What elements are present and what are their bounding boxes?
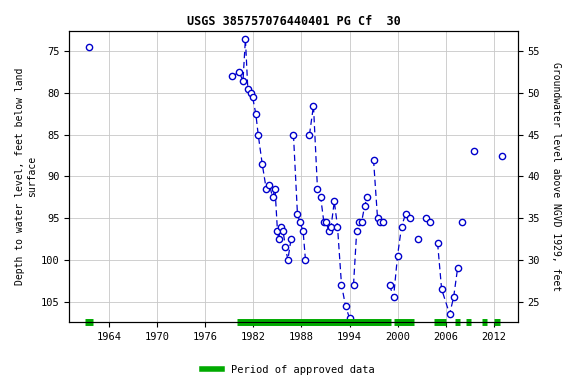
Y-axis label: Depth to water level, feet below land
surface: Depth to water level, feet below land su… bbox=[15, 68, 37, 285]
Title: USGS 385757076440401 PG Cf  30: USGS 385757076440401 PG Cf 30 bbox=[187, 15, 400, 28]
Y-axis label: Groundwater level above NGVD 1929, feet: Groundwater level above NGVD 1929, feet bbox=[551, 62, 561, 291]
Legend: Period of approved data: Period of approved data bbox=[198, 361, 378, 379]
